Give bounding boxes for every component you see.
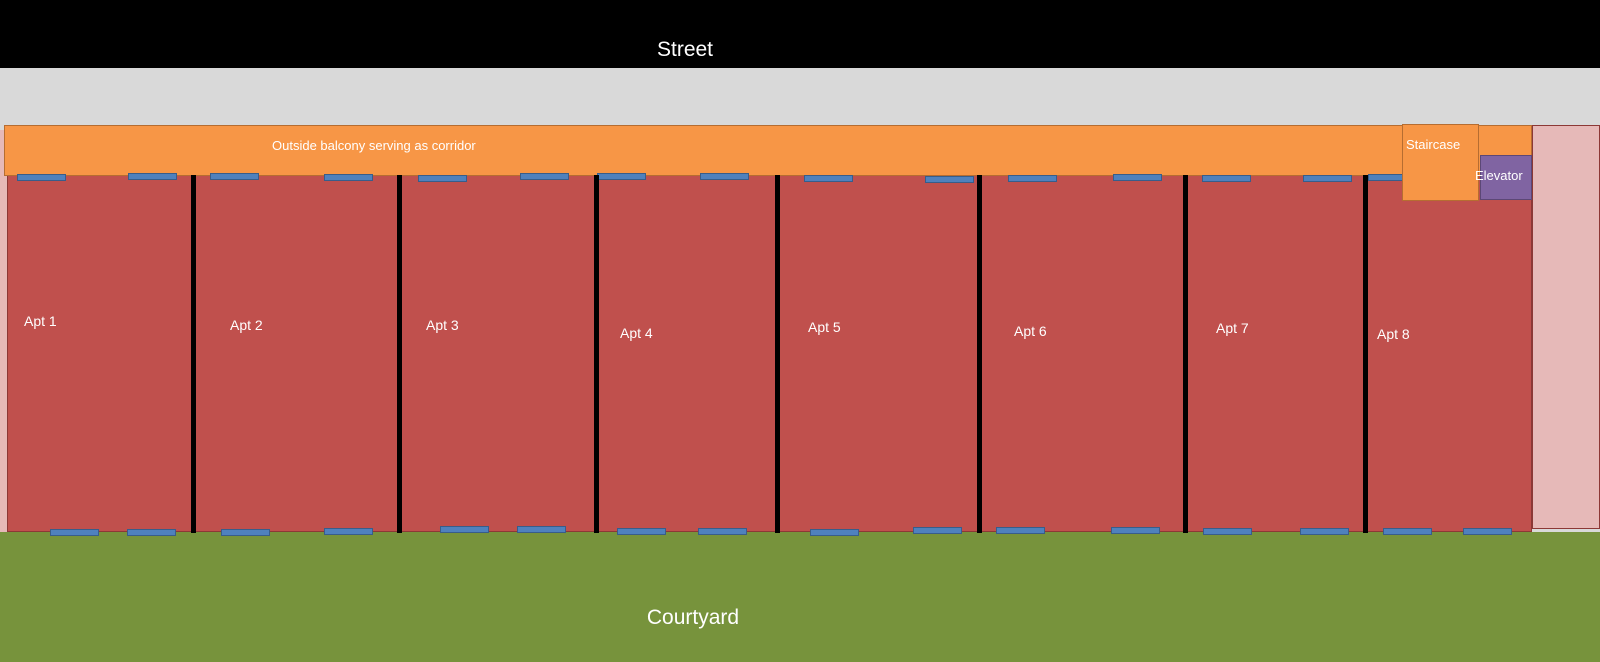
window (810, 529, 859, 536)
window (50, 529, 99, 536)
window (128, 173, 177, 180)
dividing-wall (1183, 175, 1188, 533)
window (996, 527, 1045, 534)
balcony-corridor (4, 125, 1532, 176)
window (1300, 528, 1349, 535)
apartment-block (7, 172, 1532, 532)
dividing-wall (977, 175, 982, 533)
apartment-label: Apt 8 (1377, 326, 1410, 342)
window (925, 176, 974, 183)
dividing-wall (594, 175, 599, 533)
window (520, 173, 569, 180)
apartment-label: Apt 5 (808, 319, 841, 335)
staircase-label: Staircase (1406, 137, 1461, 152)
apartment-label: Apt 1 (24, 313, 57, 329)
dividing-wall (397, 175, 402, 533)
window (440, 526, 489, 533)
adjacent-building-right (1532, 125, 1600, 529)
street-label: Street (656, 38, 714, 61)
dividing-wall (191, 175, 196, 533)
elevator (1480, 155, 1532, 200)
window (1303, 175, 1352, 182)
dividing-wall (1363, 175, 1368, 533)
window (1202, 175, 1251, 182)
window (617, 528, 666, 535)
window (324, 528, 373, 535)
window (418, 175, 467, 182)
apartment-label: Apt 3 (426, 317, 459, 333)
window (804, 175, 853, 182)
window (324, 174, 373, 181)
street (0, 0, 1600, 68)
window (127, 529, 176, 536)
apartment-label: Apt 4 (620, 325, 653, 341)
apartment-label: Apt 2 (230, 317, 263, 333)
window (1111, 527, 1160, 534)
balcony-label: Outside balcony serving as corridor (272, 138, 476, 153)
window (17, 174, 66, 181)
window (210, 173, 259, 180)
adjacent-building-left (0, 130, 8, 532)
courtyard (0, 532, 1600, 662)
elevator-label: Elevator (1475, 168, 1523, 183)
staircase (1402, 124, 1479, 201)
window (221, 529, 270, 536)
apartment-label: Apt 6 (1014, 323, 1047, 339)
window (1383, 528, 1432, 535)
window (517, 526, 566, 533)
window (1203, 528, 1252, 535)
courtyard-label: Courtyard (646, 606, 740, 629)
window (597, 173, 646, 180)
window (913, 527, 962, 534)
window (1008, 175, 1057, 182)
apartment-label: Apt 7 (1216, 320, 1249, 336)
window (700, 173, 749, 180)
dividing-wall (775, 175, 780, 533)
window (698, 528, 747, 535)
window (1113, 174, 1162, 181)
window (1463, 528, 1512, 535)
